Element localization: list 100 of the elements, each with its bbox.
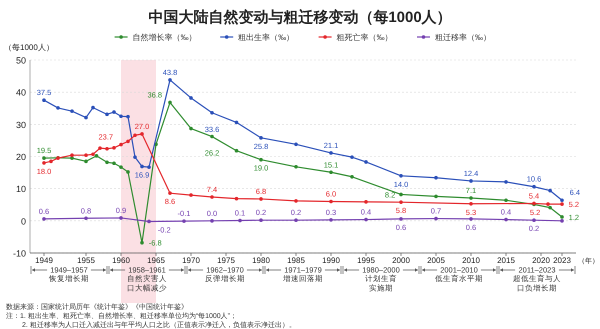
point: [329, 218, 333, 222]
point: [210, 195, 214, 199]
point: [91, 152, 95, 156]
point: [546, 202, 550, 206]
point: [548, 206, 552, 210]
point: [182, 219, 186, 223]
legend-label: 粗迁移率（‰）: [435, 33, 491, 42]
point: [399, 200, 403, 204]
point: [140, 132, 144, 136]
point: [147, 220, 151, 224]
point: [259, 218, 263, 222]
point: [329, 200, 333, 204]
chart-title: 中国大陆自然变动与粗迁移变动（每1000人）: [148, 8, 452, 26]
point: [42, 217, 46, 221]
point: [42, 156, 46, 160]
y-tick-label: 40: [16, 88, 26, 98]
point: [399, 192, 403, 196]
x-tick-label: 2015: [497, 256, 516, 265]
point: [189, 126, 193, 130]
y-tick-label: 20: [16, 152, 26, 162]
x-tick-label: 2010: [462, 256, 480, 265]
y-axis-title: （每1000人）: [4, 43, 54, 52]
point: [126, 170, 130, 174]
point: [84, 153, 88, 158]
point: [259, 158, 263, 162]
point: [112, 146, 116, 150]
point: [329, 170, 333, 174]
point: [259, 197, 263, 201]
point: [364, 160, 368, 164]
point: [119, 165, 123, 169]
point: [210, 219, 214, 223]
point: [133, 133, 137, 138]
x-tick-label: 1990: [322, 256, 340, 265]
y-tick-label: -10: [12, 248, 26, 258]
point: [119, 114, 123, 118]
point: [399, 217, 403, 221]
point: [504, 180, 508, 184]
point: [532, 184, 536, 189]
y-tick-label: 0: [20, 216, 26, 226]
point: [294, 164, 298, 169]
point: [234, 196, 238, 200]
x-tick-label: 1975: [217, 256, 236, 265]
point: [94, 154, 98, 158]
point: [234, 148, 238, 153]
point: [140, 240, 144, 245]
point: [469, 217, 473, 221]
x-tick-label: 1970: [182, 256, 200, 265]
point: [560, 219, 564, 223]
point: [469, 196, 473, 200]
point: [189, 96, 193, 100]
point: [119, 142, 123, 146]
x-tick-label: 2005: [427, 256, 446, 265]
point: [168, 100, 172, 104]
point: [119, 216, 123, 220]
point: [234, 120, 238, 124]
point: [147, 165, 151, 169]
point: [238, 218, 242, 222]
legend-label: 粗出生率（‰）: [238, 33, 294, 42]
point: [548, 188, 552, 192]
point: [126, 114, 130, 118]
x-tick-label: 1955: [77, 256, 96, 265]
point: [84, 160, 88, 164]
point: [504, 218, 508, 222]
x-tick-label: 1985: [287, 256, 306, 265]
point: [49, 160, 53, 164]
point: [168, 191, 172, 195]
point: [70, 109, 74, 113]
point: [84, 116, 88, 120]
y-tick-label: 10: [16, 184, 26, 194]
point: [133, 155, 137, 159]
point: [294, 199, 298, 203]
point: [84, 216, 88, 220]
point: [434, 194, 438, 198]
point: [112, 110, 116, 114]
legend-label: 自然增长率（‰）: [132, 33, 197, 42]
point: [434, 216, 438, 220]
point: [350, 174, 354, 179]
x-tick-label: 2023: [553, 256, 572, 265]
x-tick-label: 1965: [147, 256, 166, 265]
point: [140, 164, 144, 168]
x-tick-label: 1949: [35, 256, 54, 265]
point: [210, 110, 214, 115]
point: [105, 112, 109, 116]
point: [350, 155, 354, 159]
point: [560, 202, 564, 206]
point: [504, 198, 508, 202]
point: [434, 176, 438, 180]
x-tick-label: 1960: [112, 256, 130, 265]
point: [70, 156, 74, 160]
point: [56, 106, 60, 110]
x-tick-label: 2000: [392, 256, 410, 265]
point: [560, 198, 564, 202]
point: [91, 106, 95, 110]
point: [98, 146, 102, 150]
point: [189, 193, 193, 197]
point: [42, 161, 46, 165]
point: [210, 134, 214, 138]
point: [112, 161, 116, 166]
point: [364, 218, 368, 222]
point: [70, 153, 74, 158]
